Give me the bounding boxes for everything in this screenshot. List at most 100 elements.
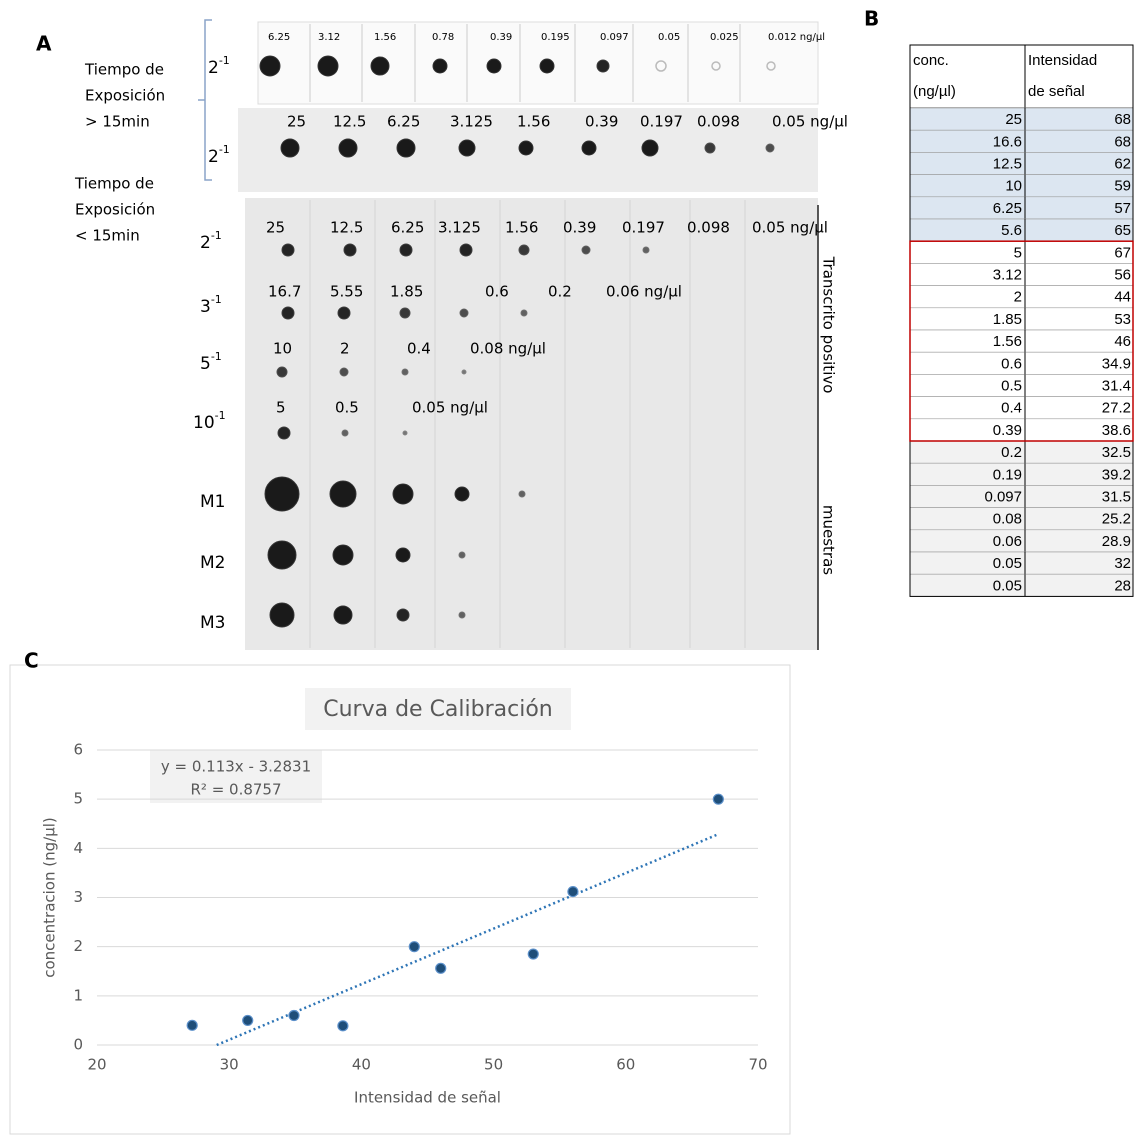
table-cell: 2 <box>1014 289 1022 306</box>
panel-label: A <box>36 32 52 56</box>
table-cell: 67 <box>1114 244 1131 261</box>
concentration-label: 1.85 <box>390 283 423 301</box>
dot <box>521 310 527 316</box>
dilution-exp: -1 <box>211 293 222 306</box>
table-cell: 0.05 <box>993 555 1022 572</box>
x-tick-label: 50 <box>484 1056 503 1074</box>
dot <box>281 139 299 157</box>
side-label: muestras <box>820 505 838 575</box>
table-cell: 53 <box>1114 311 1131 328</box>
concentration-label: 0.197 <box>640 113 683 131</box>
table-cell: 0.2 <box>1001 444 1022 461</box>
dot <box>393 484 413 504</box>
dilution-label: 2-1 <box>208 143 230 167</box>
dot <box>344 244 356 256</box>
dot <box>282 244 294 256</box>
concentration-label: 0.2 <box>548 283 572 301</box>
concentration-label: 5 <box>276 399 286 417</box>
dot <box>265 477 299 511</box>
panel-label: B <box>864 7 879 31</box>
concentration-label: 25 <box>266 219 285 237</box>
concentration-label: 6.25 <box>387 113 420 131</box>
concentration-label: 0.025 <box>710 32 739 43</box>
dilution-base: 3 <box>200 297 211 317</box>
concentration-label: 5.55 <box>330 283 363 301</box>
point <box>528 949 538 959</box>
table-cell: 0.05 <box>993 577 1022 594</box>
point <box>713 794 723 804</box>
equation-text: y = 0.113x - 3.2831 <box>161 758 311 776</box>
y-tick-label: 5 <box>73 790 83 808</box>
x-tick-label: 30 <box>220 1056 239 1074</box>
concentration-label: 12.5 <box>333 113 366 131</box>
dot <box>459 552 465 558</box>
dot <box>519 245 529 255</box>
exposure-label: < 15min <box>75 227 140 245</box>
dilution-base: 2 <box>200 233 211 253</box>
concentration-label: 3.12 <box>318 32 340 43</box>
table-cell: 0.08 <box>993 511 1022 528</box>
point <box>187 1020 197 1030</box>
table-cell: 12.5 <box>993 155 1022 172</box>
dot <box>642 140 658 156</box>
dot <box>462 370 466 374</box>
concentration-label: 0.195 <box>541 32 570 43</box>
dilution-base: 5 <box>200 354 211 374</box>
table-cell: 44 <box>1114 289 1131 306</box>
table-cell: 31.5 <box>1102 488 1131 505</box>
table-cell: 32.5 <box>1102 444 1131 461</box>
table-cell: 34.9 <box>1102 355 1131 372</box>
dilution-label: 3-1 <box>200 293 222 317</box>
y-tick-label: 4 <box>73 839 83 857</box>
y-tick-label: 2 <box>73 937 83 955</box>
dot <box>400 308 410 318</box>
dot <box>270 603 294 627</box>
exposure-label: Tiempo de <box>74 175 154 193</box>
dot <box>260 56 280 76</box>
dot <box>402 369 408 375</box>
dilution-label: 5-1 <box>200 350 222 374</box>
table-cell: 0.6 <box>1001 355 1022 372</box>
table-cell: 3.12 <box>993 266 1022 283</box>
dilution-base: 10 <box>193 413 215 433</box>
table-cell: 68 <box>1114 133 1131 150</box>
table-cell: 0.06 <box>993 533 1022 550</box>
concentration-label: 2 <box>340 340 350 358</box>
concentration-label: 0.39 <box>490 32 512 43</box>
table-cell: 16.6 <box>993 133 1022 150</box>
y-tick-label: 3 <box>73 888 83 906</box>
y-tick-label: 1 <box>73 986 83 1004</box>
concentration-label: 0.098 <box>687 219 730 237</box>
table-cell: 68 <box>1114 111 1131 128</box>
concentration-label: 6.25 <box>391 219 424 237</box>
point <box>568 887 578 897</box>
table-cell: 6.25 <box>993 200 1022 217</box>
sample-label: M3 <box>200 613 225 633</box>
dot <box>342 430 348 436</box>
dot <box>540 59 554 73</box>
chart-frame <box>10 665 790 1134</box>
table-cell: 65 <box>1114 222 1131 239</box>
dot <box>397 139 415 157</box>
exposure-label: Tiempo de <box>84 61 164 79</box>
table-cell: 1.85 <box>993 311 1022 328</box>
panel-label: C <box>24 649 39 673</box>
concentration-label: 0.05 ng/µl <box>412 399 488 417</box>
dot <box>766 144 774 152</box>
table-cell: 0.19 <box>993 466 1022 483</box>
concentration-label: 0.08 ng/µl <box>470 340 546 358</box>
table-cell: 0.097 <box>984 488 1022 505</box>
dot <box>455 487 469 501</box>
dot <box>487 59 501 73</box>
table-cell: 27.2 <box>1102 400 1131 417</box>
exposure-label: Exposición <box>85 87 165 105</box>
dot <box>643 247 649 253</box>
table-cell: 32 <box>1114 555 1131 572</box>
table-cell: 39.2 <box>1102 466 1131 483</box>
dot <box>330 481 356 507</box>
concentration-label: 0.6 <box>485 283 509 301</box>
dot <box>397 609 409 621</box>
table-cell: 62 <box>1114 155 1131 172</box>
concentration-label: 1.56 <box>374 32 396 43</box>
table-cell: 28.9 <box>1102 533 1131 550</box>
